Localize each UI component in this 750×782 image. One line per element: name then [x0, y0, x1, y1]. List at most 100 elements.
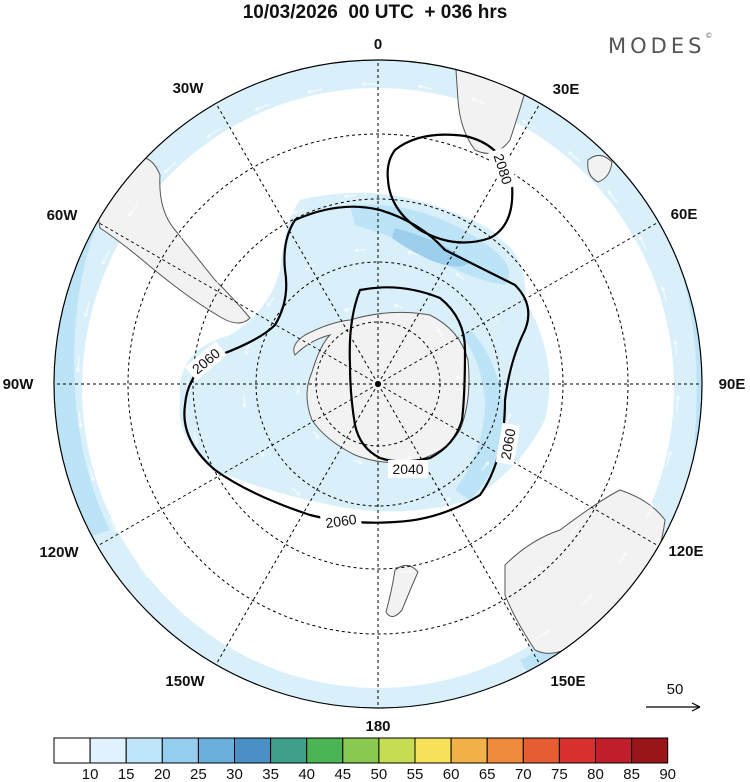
wind-vector — [557, 323, 563, 336]
wind-vector — [293, 554, 306, 561]
wind-vector — [471, 156, 486, 164]
wind-vector — [270, 604, 285, 612]
wind-vector — [533, 274, 542, 287]
wind-vector — [343, 194, 357, 199]
wind-shading-east-streak — [455, 330, 505, 500]
wind-vector — [450, 207, 463, 214]
wind-vector — [607, 190, 618, 204]
lon-label-30e: 30E — [553, 81, 580, 98]
wind-vector — [214, 191, 227, 202]
wind-vector — [390, 515, 402, 520]
brand-name: MODES — [608, 34, 706, 58]
wind-vector — [323, 678, 340, 684]
map-border — [53, 59, 703, 709]
wind-reference-arrowhead — [691, 702, 701, 712]
wind-vector — [156, 489, 164, 503]
wind-vector — [249, 523, 260, 533]
wind-vector — [486, 657, 502, 665]
wind-vector — [471, 97, 487, 105]
contour-2080-high — [386, 133, 514, 244]
wind-vector — [617, 551, 628, 565]
longitude-labels: 0 30E 60E 90E 120E 150E 180 150W 120W 90… — [3, 36, 746, 735]
colorbar-label: 80 — [587, 766, 604, 782]
colorbar-label: 30 — [226, 766, 243, 782]
wind-vector — [534, 480, 543, 492]
wind-vector — [397, 193, 411, 198]
wind-vector — [177, 230, 188, 243]
wind-vector — [455, 272, 465, 281]
wind-vector — [150, 276, 158, 291]
wind-vector — [206, 128, 221, 138]
contour-label-2060-east: 2060 — [497, 427, 518, 461]
lon-label-30w: 30W — [173, 80, 205, 97]
wind-vector — [247, 236, 259, 246]
colorbar-swatch — [342, 737, 380, 764]
contour-2040 — [348, 286, 467, 463]
colorbar-swatch — [161, 737, 199, 764]
colorbar-label: 60 — [443, 766, 460, 782]
lon-label-180: 180 — [365, 718, 390, 735]
lon-label-150e: 150E — [550, 673, 585, 690]
wind-vector — [612, 315, 618, 331]
lon-label-120w: 120W — [39, 544, 79, 561]
wind-vector — [109, 517, 117, 533]
wind-vector — [101, 250, 110, 265]
colorbar-swatch — [486, 737, 524, 764]
wind-vector — [592, 265, 600, 279]
wind-vector — [433, 674, 450, 680]
brand-logo: MODES© — [608, 32, 712, 58]
lon-label-90e: 90E — [719, 376, 746, 393]
wind-vector — [481, 461, 490, 471]
colorbar-swatch — [197, 737, 235, 764]
lon-label-0: 0 — [374, 36, 382, 53]
wind-vector — [138, 564, 149, 578]
wind-vector — [416, 84, 433, 90]
wind-vector — [406, 250, 419, 256]
wind-vector — [661, 286, 667, 302]
wind-vector — [254, 103, 270, 111]
wind-vector — [295, 384, 301, 395]
land-madagascar — [587, 155, 613, 183]
colorbar-label: 25 — [190, 766, 207, 782]
wind-vector — [130, 383, 136, 398]
wind-vector — [361, 81, 378, 87]
wind-vector — [377, 626, 392, 632]
meridian-line — [377, 383, 541, 665]
wind-vector — [496, 235, 507, 245]
wind-reference: 50 — [646, 681, 701, 712]
colorbar-label: 65 — [479, 766, 496, 782]
lon-label-60w: 60W — [47, 207, 79, 224]
colorbar-label: 40 — [298, 766, 315, 782]
wind-vector — [393, 303, 403, 309]
lon-label-90w: 90W — [3, 376, 35, 393]
wind-vector — [431, 618, 447, 624]
colorbar-swatch — [89, 737, 127, 764]
colorbar-swatch — [414, 737, 452, 764]
wind-vector — [306, 88, 323, 94]
wind-vector — [436, 328, 444, 338]
meridian-line — [377, 383, 659, 547]
wind-vector — [322, 622, 338, 628]
colorbar-swatch — [306, 737, 344, 764]
wind-vector — [451, 553, 464, 560]
wind-vector — [193, 432, 199, 445]
wind-vector — [304, 264, 316, 271]
colorbar-label: 20 — [154, 766, 171, 782]
colorbar-swatch — [234, 737, 272, 764]
wind-vector — [567, 151, 581, 163]
colorbar: 10 15 20 25 30 35 40 45 50 55 60 65 70 75 80 85 90 — [53, 737, 676, 782]
wind-vector — [244, 343, 250, 356]
wind-vector — [568, 525, 579, 538]
colorbar-swatch — [53, 737, 91, 764]
colorbar-label: 70 — [515, 766, 532, 782]
wind-vector — [666, 450, 672, 466]
wind-vector — [345, 570, 359, 575]
colorbar-label: 55 — [407, 766, 424, 782]
wind-vector — [185, 535, 196, 548]
wind-vector — [175, 605, 189, 617]
wind-vector — [128, 203, 139, 217]
wind-vector — [354, 248, 366, 253]
wind-reference-label: 50 — [667, 681, 684, 698]
wind-vector — [620, 370, 626, 385]
